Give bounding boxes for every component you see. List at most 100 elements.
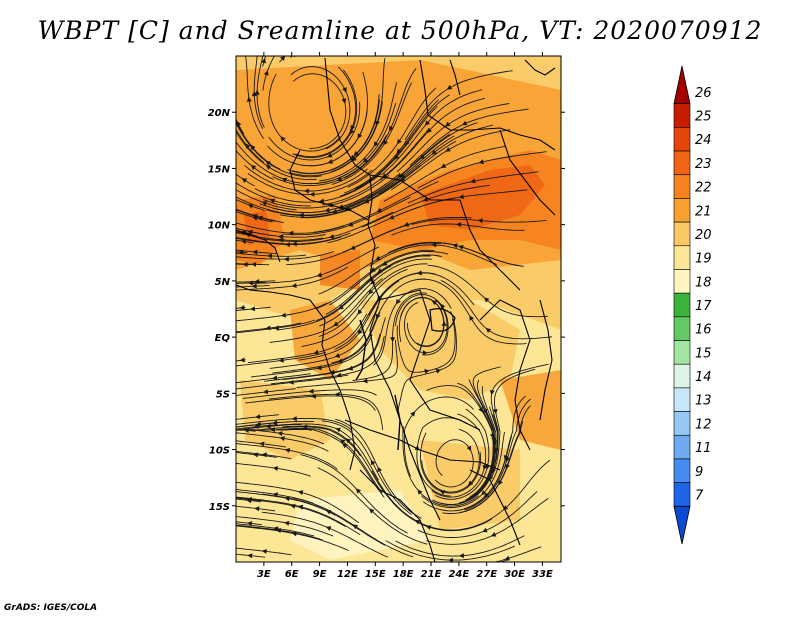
streamline-arrow — [280, 312, 287, 318]
streamline-arrow — [417, 489, 423, 495]
streamline-arrow — [273, 526, 279, 532]
streamline-arrow — [441, 320, 447, 326]
streamline-arrow — [388, 214, 395, 220]
border-line — [236, 229, 281, 263]
streamline-arrow — [375, 255, 381, 261]
streamline-arrow — [265, 325, 271, 331]
streamline-arrow — [375, 313, 381, 320]
y-tick-label: 15N — [208, 164, 231, 175]
x-tick-label: 6E — [285, 569, 299, 580]
colorbar-top-triangle — [673, 65, 691, 105]
colorbar-swatch — [673, 174, 691, 199]
streamline-arrow — [370, 459, 376, 466]
streamline-arrow — [272, 375, 278, 381]
colorbar-swatch — [673, 482, 691, 507]
colorbar-swatch — [673, 127, 691, 152]
streamline-arrow — [297, 504, 304, 510]
streamline-arrow — [247, 204, 254, 209]
streamline-arrow — [254, 89, 260, 95]
streamline-arrow — [236, 121, 242, 127]
streamline-arrow — [431, 300, 438, 306]
streamline-arrow — [310, 393, 316, 399]
y-tick-label: 5S — [216, 389, 230, 400]
colorbar-label: 16 — [695, 323, 712, 338]
streamline-arrow — [272, 492, 278, 498]
streamline-arrow — [375, 120, 380, 126]
streamline-arrow — [269, 198, 276, 204]
streamline-arrow — [278, 234, 284, 240]
streamline-arrow — [466, 445, 472, 452]
streamline-arrow — [249, 306, 256, 312]
streamline-arrow — [246, 96, 252, 102]
y-tick-label: 15S — [209, 502, 230, 513]
x-tick-label: 27E — [476, 569, 497, 580]
streamline-arrow — [269, 427, 276, 432]
streamline-arrow — [290, 503, 296, 509]
border-line — [539, 299, 553, 421]
streamline-arrow — [316, 365, 322, 371]
streamline-arrow — [369, 508, 375, 514]
streamline-arrow — [489, 390, 495, 396]
y-tick-label: 10S — [209, 446, 230, 457]
streamline-arrow — [470, 178, 476, 184]
plot-frame — [235, 55, 562, 563]
streamline-arrow — [247, 229, 253, 235]
streamline-arrow — [458, 553, 464, 559]
streamline-arrow — [424, 120, 431, 126]
streamline-arrow — [431, 149, 437, 155]
streamline-arrow — [277, 431, 283, 436]
border-line — [377, 289, 481, 431]
streamline-arrow — [261, 549, 267, 554]
streamline-arrow — [355, 488, 361, 494]
y-tick-label: 5N — [215, 277, 231, 288]
colorbar-label: 13 — [695, 394, 712, 409]
colorbar-swatch — [673, 411, 691, 436]
streamline-arrow — [485, 327, 492, 333]
streamline-arrow — [298, 212, 304, 218]
streamline-arrow — [275, 528, 282, 533]
streamline-arrow — [297, 490, 304, 496]
streamline-arrow — [308, 388, 314, 394]
streamline-arrow — [458, 194, 464, 200]
streamline-arrow — [291, 283, 297, 288]
streamline-arrow — [334, 391, 340, 397]
colorbar-swatch — [673, 103, 691, 128]
colorbar-swatch — [673, 292, 691, 318]
streamline-arrow — [291, 241, 297, 247]
streamline-arrow — [242, 262, 248, 267]
streamline-arrow — [383, 139, 389, 146]
colorbar-label: 21 — [695, 204, 712, 219]
border-line — [499, 129, 556, 216]
streamline-arrow — [431, 242, 437, 248]
colorbar-label: 24 — [695, 133, 712, 148]
streamline-arrow — [389, 125, 394, 132]
streamline-arrow — [336, 176, 343, 182]
streamline-arrow — [357, 133, 363, 139]
streamline-arrow — [334, 353, 341, 358]
streamline-arrow — [397, 138, 402, 145]
streamline-arrow — [478, 407, 483, 413]
streamline-arrow — [250, 144, 256, 151]
colorbar-swatch — [673, 363, 691, 389]
x-tick-label: 15E — [365, 569, 386, 580]
colorbar-label: 19 — [695, 252, 712, 267]
colorbar-label: 20 — [695, 228, 712, 243]
streamline-arrow — [327, 159, 333, 164]
streamline-arrow — [281, 177, 288, 183]
streamline-arrow — [503, 455, 509, 461]
colorbar-label: 22 — [695, 181, 712, 196]
streamline-arrow — [284, 496, 290, 502]
streamline-arrows — [236, 56, 511, 562]
streamline-arrow — [303, 188, 309, 194]
streamline-arrow — [239, 357, 245, 363]
colorbar-swatch — [673, 458, 691, 483]
shade-21-east — [500, 370, 561, 450]
streamline-arrow — [456, 222, 462, 228]
streamline-arrow — [376, 207, 383, 213]
border-line — [369, 174, 521, 291]
streamline-arrow — [313, 349, 319, 355]
streamline-arrow — [395, 298, 401, 305]
streamline-arrow — [416, 270, 422, 276]
streamline-arrow — [283, 256, 289, 262]
